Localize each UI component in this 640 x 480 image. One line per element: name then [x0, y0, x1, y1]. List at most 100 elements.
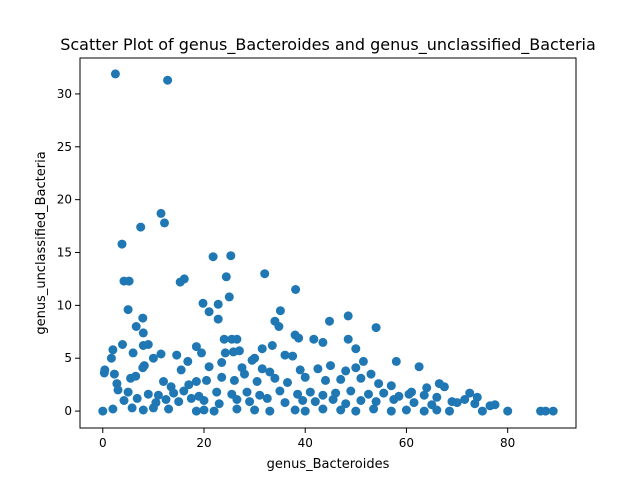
- x-tick-label: 80: [500, 436, 515, 450]
- data-point: [318, 337, 328, 347]
- data-point: [191, 342, 201, 352]
- data-point: [138, 363, 148, 373]
- data-point: [326, 361, 335, 371]
- data-point: [262, 393, 272, 403]
- data-point: [318, 390, 328, 400]
- data-point: [351, 406, 361, 416]
- data-point: [275, 386, 285, 396]
- y-tick-label: 15: [57, 246, 72, 260]
- data-point: [184, 380, 194, 390]
- data-point: [204, 362, 214, 372]
- data-point: [138, 341, 148, 350]
- y-tick-label: 5: [64, 351, 72, 365]
- data-point: [138, 313, 148, 323]
- data-point: [143, 389, 153, 399]
- data-point: [460, 395, 470, 404]
- data-point: [161, 395, 171, 404]
- data-point: [174, 397, 184, 407]
- data-point: [445, 406, 454, 416]
- data-point: [119, 396, 129, 405]
- data-point: [293, 389, 303, 399]
- data-point: [369, 404, 379, 414]
- data-point: [138, 405, 148, 415]
- data-point: [386, 406, 396, 416]
- data-point: [336, 374, 346, 384]
- data-point: [118, 340, 127, 349]
- data-point: [199, 396, 209, 405]
- data-point: [191, 377, 201, 386]
- data-point: [232, 404, 242, 414]
- data-point: [291, 285, 301, 294]
- data-point: [341, 399, 351, 409]
- data-point: [257, 344, 267, 354]
- data-point: [247, 355, 257, 365]
- data-point: [295, 365, 305, 375]
- data-point: [156, 208, 166, 218]
- data-point: [343, 311, 353, 321]
- data-point: [477, 406, 487, 416]
- data-point: [240, 369, 249, 379]
- data-point: [432, 392, 442, 402]
- data-point: [198, 298, 208, 308]
- data-point: [374, 379, 384, 389]
- data-point: [389, 395, 399, 404]
- data-point: [290, 405, 300, 415]
- data-point: [127, 403, 137, 413]
- data-point: [245, 397, 255, 407]
- data-point: [117, 239, 127, 249]
- data-point: [422, 383, 432, 393]
- data-point: [213, 314, 223, 324]
- data-point: [123, 305, 133, 315]
- data-point: [163, 75, 173, 85]
- data-point: [270, 373, 280, 383]
- data-point: [274, 322, 284, 331]
- data-point: [283, 378, 292, 387]
- y-tick-label: 10: [57, 298, 72, 312]
- data-point: [294, 333, 304, 343]
- data-point: [108, 404, 118, 414]
- data-point: [156, 349, 166, 359]
- data-point: [213, 299, 223, 309]
- y-tick-label: 20: [57, 193, 72, 207]
- data-point: [214, 399, 224, 409]
- data-point: [379, 388, 389, 398]
- x-tick-label: 0: [99, 436, 107, 450]
- data-point: [197, 348, 206, 358]
- y-axis-label: genus_unclassified_Bacteria: [34, 151, 49, 334]
- data-point: [98, 406, 108, 416]
- data-point: [419, 390, 429, 400]
- data-point: [199, 405, 209, 415]
- data-point: [124, 276, 134, 286]
- data-point: [113, 385, 123, 395]
- data-point: [179, 386, 189, 396]
- data-point: [280, 398, 290, 408]
- data-point: [300, 372, 310, 382]
- data-point: [452, 398, 462, 408]
- data-point: [234, 346, 244, 356]
- data-point: [366, 369, 376, 379]
- data-point: [209, 406, 219, 416]
- data-point: [250, 405, 260, 415]
- data-point: [346, 386, 356, 396]
- data-point: [106, 353, 116, 363]
- data-point: [202, 375, 211, 385]
- data-point: [401, 405, 411, 415]
- data-point: [341, 366, 351, 376]
- data-point: [371, 323, 381, 333]
- data-point: [351, 344, 361, 354]
- data-point: [108, 345, 118, 355]
- data-point: [220, 348, 230, 358]
- data-point: [257, 364, 267, 374]
- data-point: [260, 269, 270, 279]
- data-point: [336, 405, 346, 415]
- chart-title: Scatter Plot of genus_Bacteroides and ge…: [60, 35, 596, 55]
- data-point: [128, 348, 138, 358]
- data-point: [217, 358, 227, 367]
- data-point: [328, 395, 338, 404]
- y-tick-label: 0: [64, 404, 72, 418]
- data-point: [159, 377, 168, 386]
- data-point: [419, 406, 429, 416]
- data-point: [358, 356, 368, 366]
